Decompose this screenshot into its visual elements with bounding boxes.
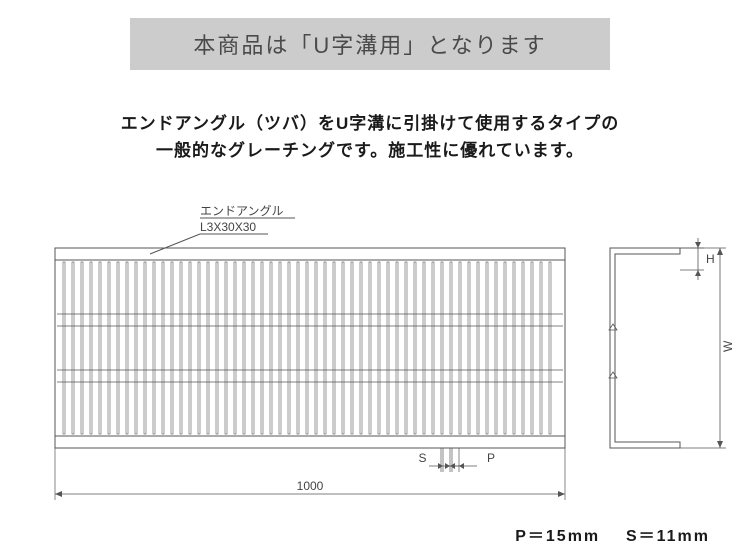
product-description: エンドアングル（ツバ）をU字溝に引掛けて使用するタイプの 一般的なグレーチングで…: [0, 110, 740, 164]
svg-text:L3X30X30: L3X30X30: [200, 220, 256, 234]
p-dimension: P＝15mm: [515, 528, 600, 545]
product-type-banner: 本商品は「U字溝用」となります: [130, 18, 610, 70]
svg-text:エンドアングル: エンドアングル: [200, 204, 284, 218]
s-dimension: S＝11mm: [626, 528, 710, 545]
svg-text:P: P: [487, 451, 495, 465]
description-line-1: エンドアングル（ツバ）をU字溝に引掛けて使用するタイプの: [0, 110, 740, 137]
svg-text:1000: 1000: [297, 479, 324, 493]
svg-text:H: H: [706, 252, 715, 266]
svg-text:W: W: [721, 340, 735, 352]
technical-diagram: エンドアングル L3X30X30 S P 1000 H W: [0, 198, 740, 528]
description-line-2: 一般的なグレーチングです。施工性に優れています。: [0, 137, 740, 164]
svg-text:S: S: [418, 451, 426, 465]
dimension-footer: P＝15mm S＝11mm: [515, 522, 710, 546]
